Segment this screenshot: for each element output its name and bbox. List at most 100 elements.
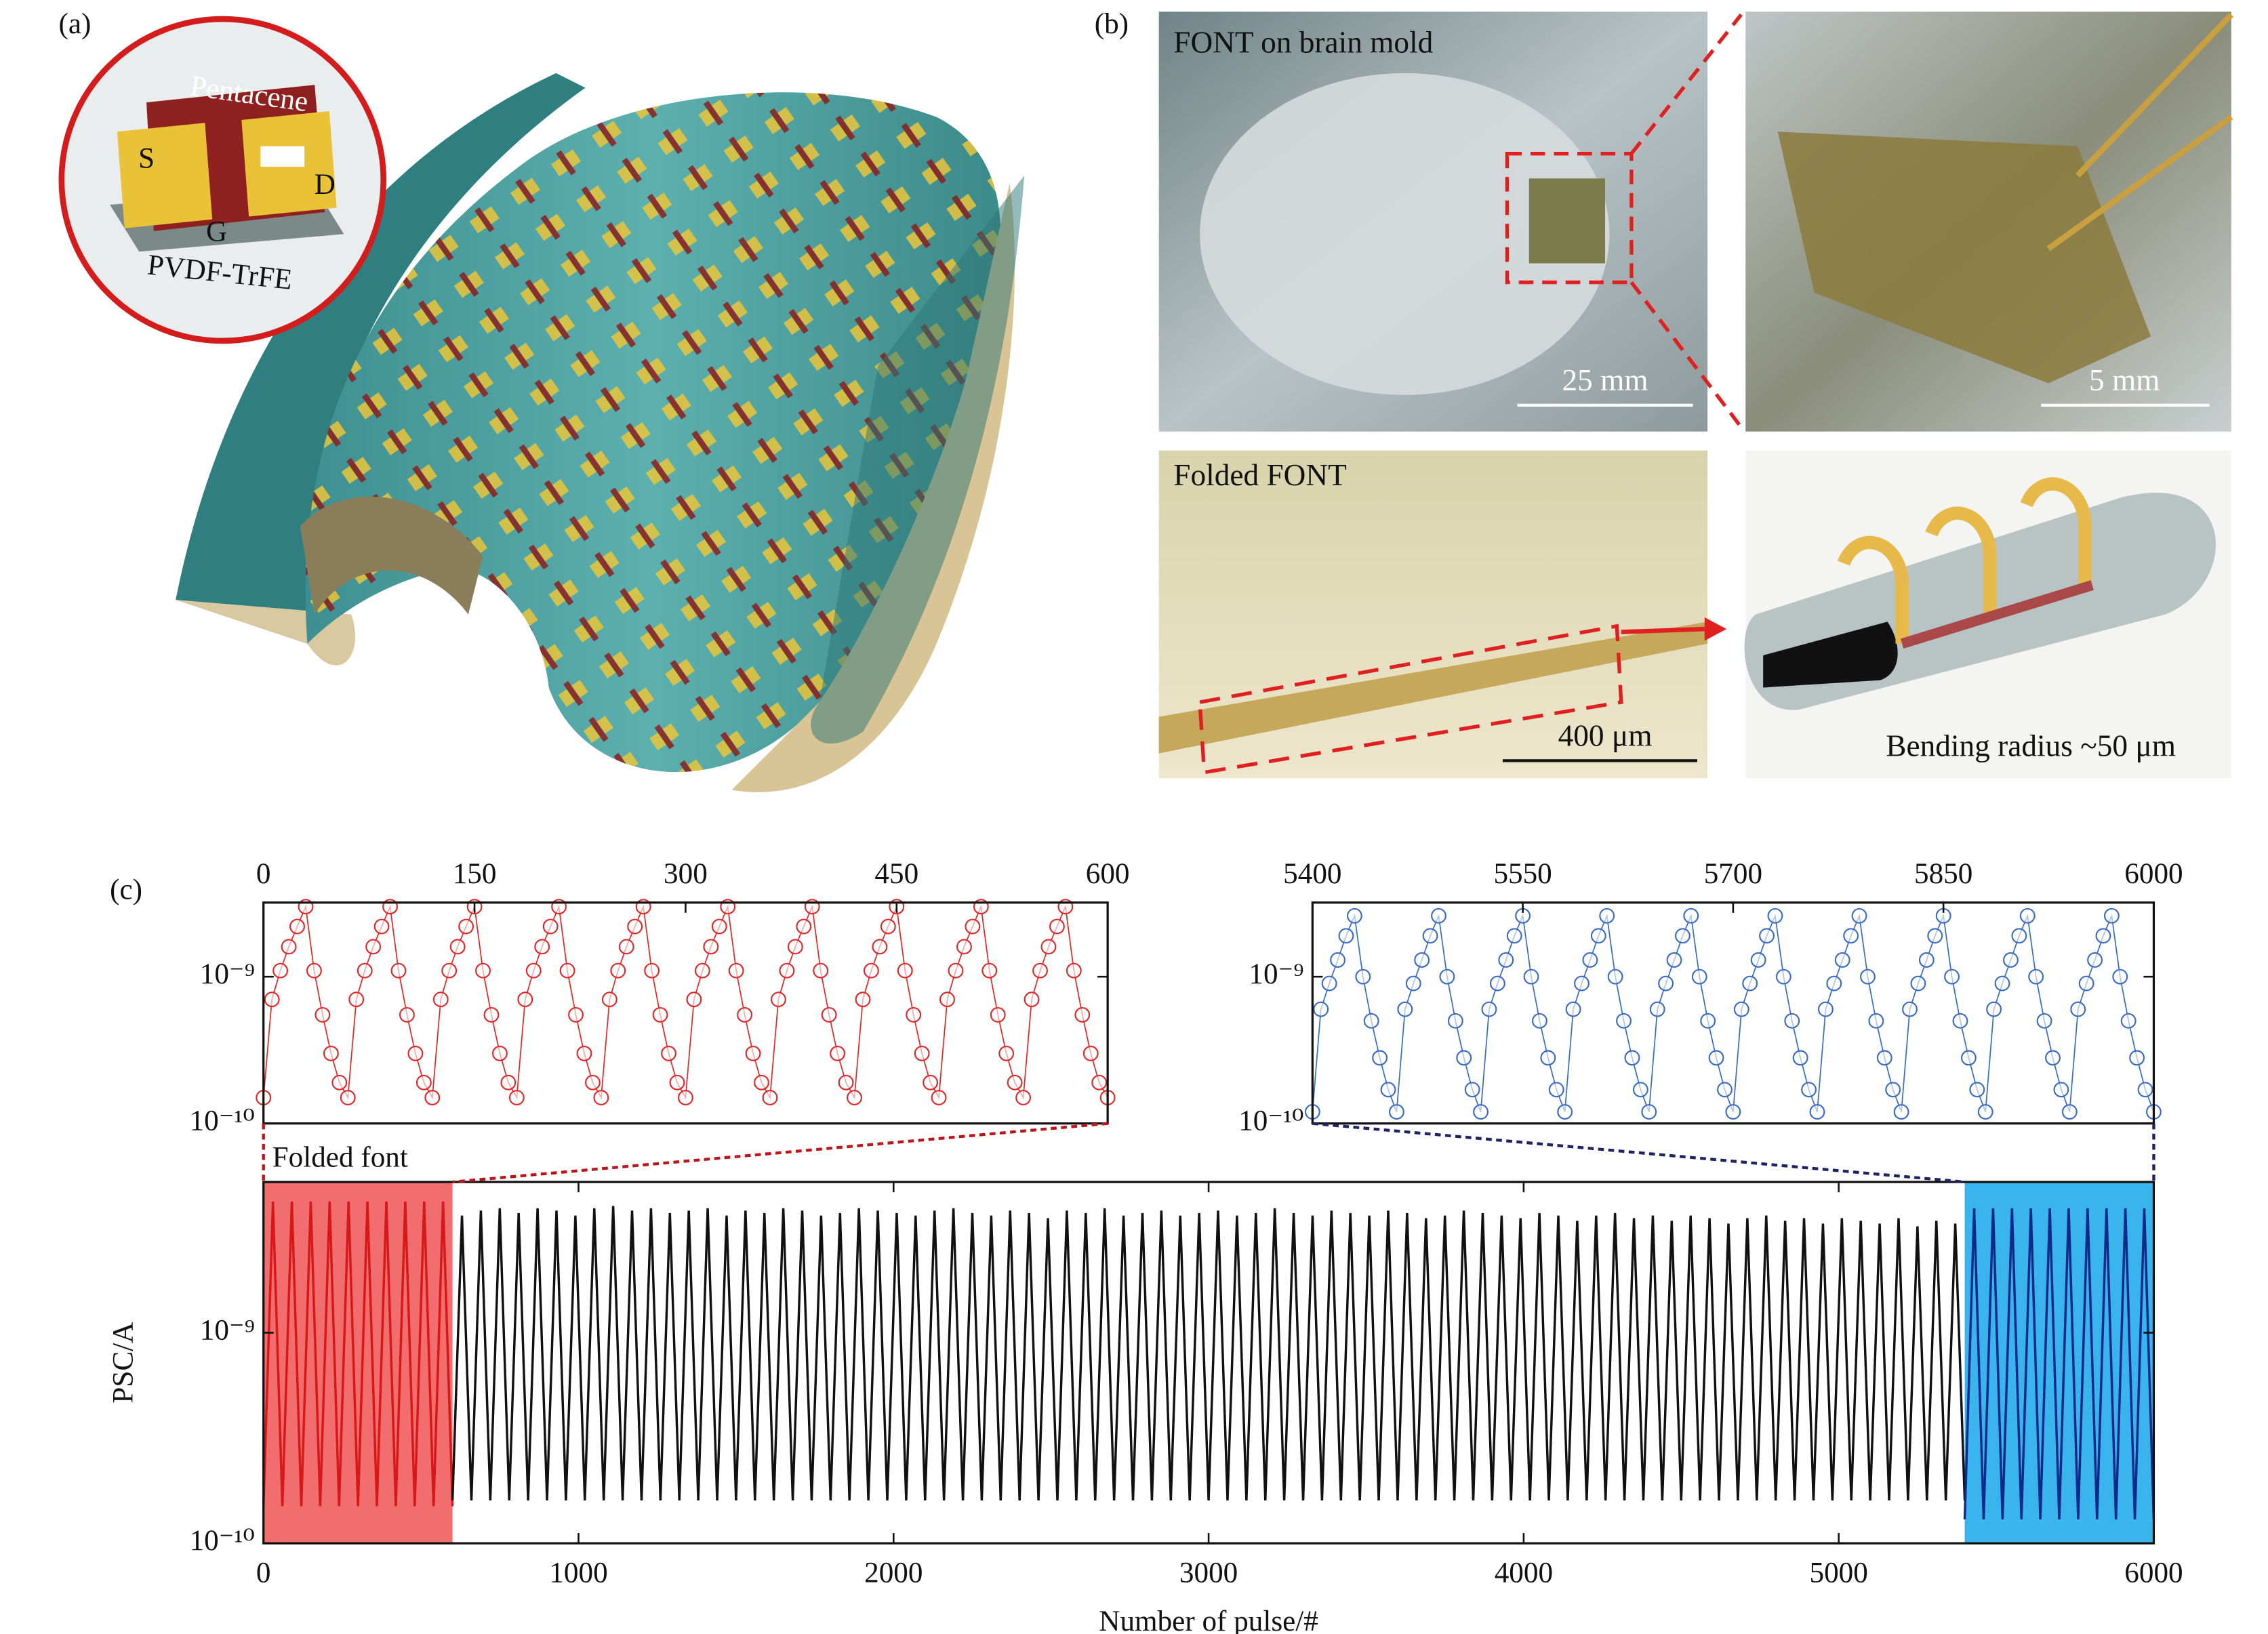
- data-point: [618, 939, 634, 955]
- panel-label: (a): [59, 8, 92, 40]
- data-point: [2087, 952, 2103, 968]
- data-point: [830, 1045, 846, 1061]
- data-point: [1624, 1050, 1640, 1066]
- data-point: [483, 1006, 500, 1023]
- data-point: [534, 939, 550, 955]
- x-tick-label: 450: [874, 858, 918, 890]
- zoom-line: [1629, 281, 1743, 428]
- data-point: [1582, 952, 1598, 968]
- data-point: [1599, 907, 1615, 924]
- data-point: [1834, 952, 1850, 968]
- electrode: [1837, 535, 1909, 644]
- data-point: [1074, 1006, 1091, 1023]
- data-point: [1346, 907, 1362, 924]
- data-point: [323, 1045, 339, 1061]
- data-point: [1683, 907, 1699, 924]
- data-point: [931, 1090, 947, 1106]
- gate-label: G: [206, 216, 227, 247]
- panel-c: (c) 0 150 300 450 600 10⁻¹⁰ 10⁻⁹ 5400 5550 5700 58…: [108, 858, 2183, 1634]
- data-point: [315, 1006, 331, 1023]
- data-point: [1801, 1082, 1817, 1098]
- data-point: [2036, 1013, 2052, 1029]
- data-point: [1015, 1090, 1032, 1106]
- data-point: [796, 918, 812, 935]
- data-line: [1963, 1208, 2155, 1519]
- data-point: [542, 918, 559, 935]
- data-point: [576, 1045, 592, 1061]
- x-tick-label: 1000: [549, 1557, 607, 1589]
- zoom-connector: [1312, 1122, 1965, 1184]
- data-point: [1910, 975, 1926, 992]
- data-point: [2019, 907, 2036, 924]
- panel-label: (c): [110, 874, 142, 906]
- channel: [260, 146, 305, 167]
- data-point: [373, 918, 390, 935]
- y-tick-label: 10⁻¹⁰: [1238, 1105, 1303, 1137]
- data-point: [1902, 1001, 1918, 1017]
- data-point: [1313, 1001, 1329, 1017]
- sheet-right: [811, 176, 1025, 744]
- data-point: [424, 1090, 441, 1106]
- sheet-left: [176, 73, 586, 644]
- data-point: [1506, 928, 1522, 944]
- data-point: [1091, 1074, 1108, 1090]
- data-point: [1632, 1082, 1648, 1098]
- data-point: [1380, 1082, 1396, 1098]
- probe: [2075, 12, 2233, 178]
- data-point: [762, 1090, 778, 1106]
- illustration-caption: Bending radius ~50 μm: [1886, 729, 2176, 763]
- data-point: [1742, 975, 1758, 992]
- y-tick-label: 10⁻¹⁰: [190, 1105, 255, 1137]
- data-point: [593, 1090, 609, 1106]
- data-point: [1666, 952, 1682, 968]
- data-point: [770, 992, 786, 1008]
- data-point: [1456, 1050, 1472, 1066]
- photo-caption: FONT on brain mold: [1173, 25, 1433, 59]
- data-point: [2053, 1082, 2069, 1098]
- data-point: [2003, 952, 2019, 968]
- connect-line: [1312, 914, 2155, 1112]
- scale-label: 5 mm: [2089, 363, 2160, 397]
- data-point: [331, 1074, 348, 1090]
- data-point: [559, 962, 575, 979]
- data-point: [990, 1006, 1006, 1023]
- data-point: [737, 1006, 753, 1023]
- data-point: [2129, 1050, 2145, 1066]
- x-tick-label: 6000: [2124, 858, 2183, 890]
- data-point: [2028, 968, 2044, 985]
- x-tick-label: 150: [453, 858, 497, 890]
- data-point: [1481, 1001, 1497, 1017]
- data-point: [432, 992, 449, 1008]
- zoom-line: [1629, 13, 1743, 155]
- data-point: [281, 939, 297, 955]
- x-tick-label: 5700: [1704, 858, 1762, 890]
- x-tick-label: 5400: [1283, 858, 1341, 890]
- data-point: [1927, 928, 1943, 944]
- data-point: [939, 992, 955, 1008]
- plot-frame: [1311, 901, 2155, 1125]
- data-point: [1960, 1050, 1977, 1066]
- data-point: [2095, 928, 2111, 944]
- scale-label: 25 mm: [1562, 363, 1648, 397]
- y-tick-label: 10⁻¹⁰: [190, 1525, 255, 1557]
- data-point: [1994, 975, 2010, 992]
- data-point: [525, 962, 542, 979]
- data-point: [601, 992, 617, 1008]
- data-point: [475, 962, 491, 979]
- data-point: [1607, 968, 1623, 985]
- data-point: [399, 1006, 415, 1023]
- data-point: [407, 1045, 424, 1061]
- data-point: [669, 1074, 685, 1090]
- data-point: [1641, 1104, 1657, 1120]
- data-point: [1868, 1013, 1884, 1029]
- data-point: [923, 1074, 939, 1090]
- data-point: [821, 1006, 837, 1023]
- data-line: [262, 1201, 454, 1507]
- data-point: [1574, 975, 1589, 992]
- x-axis-label: Number of pulse/#: [1099, 1606, 1318, 1634]
- data-point: [965, 918, 981, 935]
- connect-line: [262, 904, 1108, 1100]
- data-point: [1691, 968, 1707, 985]
- channel: [1900, 580, 2094, 649]
- data-point: [863, 962, 879, 979]
